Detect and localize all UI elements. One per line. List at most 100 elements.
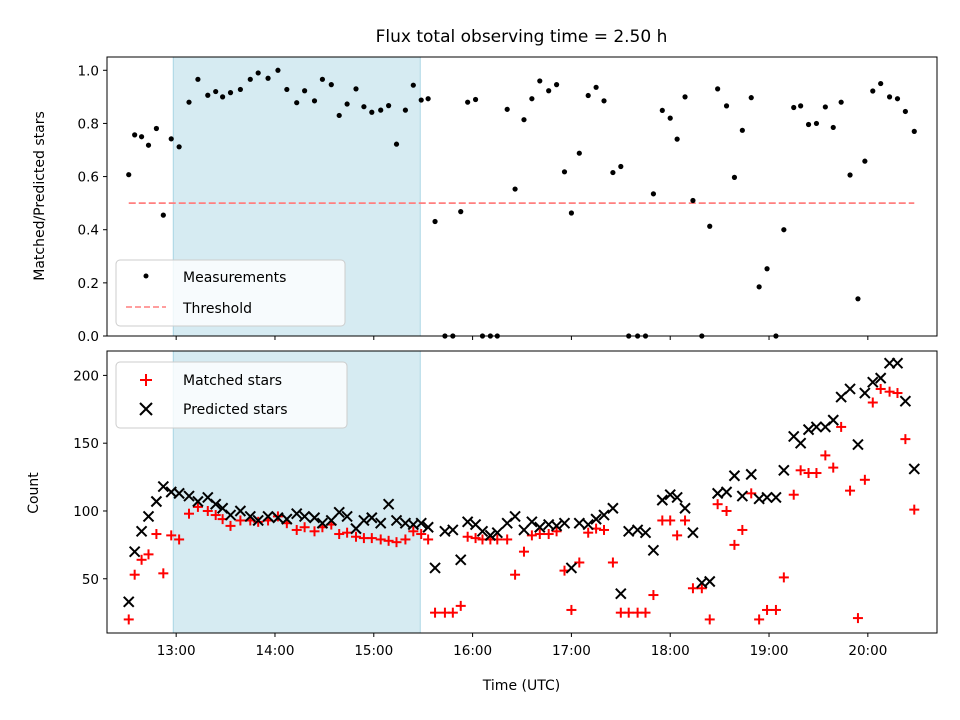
predicted-star-point: [607, 502, 619, 514]
measurement-point: [458, 209, 464, 215]
top-y-tick: 0.6: [78, 170, 107, 186]
predicted-star-point: [262, 510, 274, 523]
bottom-x-tick-label: 18:00: [651, 643, 690, 659]
predicted-star-point: [252, 514, 264, 527]
matched-star-point: [845, 485, 856, 496]
top-y-tick: 0.2: [78, 276, 107, 292]
top-y-tick-label: 0.6: [78, 170, 99, 186]
predicted-star-point: [615, 587, 627, 600]
matched-star-point: [762, 604, 773, 615]
predicted-star-point: [679, 502, 691, 514]
predicted-star-point: [128, 545, 141, 558]
predicted-star-point: [461, 516, 474, 528]
predicted-star-point: [558, 517, 571, 529]
matched-star-point: [192, 501, 203, 512]
bottom-x-tick: 17:00: [552, 633, 591, 659]
predicted-star-point: [720, 486, 733, 498]
predicted-star-point: [209, 498, 222, 510]
bottom-x-ticks: 13:00 14:00 15:00 16:00 17:00 18:00 19:00 20:00: [157, 633, 887, 659]
measurement-point: [813, 120, 820, 127]
predicted-star-point: [447, 524, 459, 536]
predicted-star-point: [429, 562, 441, 574]
matched-star-point: [811, 468, 822, 479]
matched-star-point: [416, 529, 427, 540]
predicted-star-point: [390, 514, 403, 527]
measurement-point: [328, 82, 334, 88]
matched-star-point: [518, 546, 529, 557]
measurement-point: [378, 107, 384, 113]
measurement-point: [353, 86, 359, 92]
predicted-star-point: [794, 437, 807, 449]
predicted-star-point: [778, 464, 790, 477]
predicted-star-point: [728, 470, 741, 482]
bottom-y-tick-label: 150: [73, 436, 99, 452]
predicted-star-point: [565, 562, 578, 574]
predicted-star-point: [582, 518, 594, 531]
measurement-point: [168, 136, 174, 142]
predicted-star-point: [281, 513, 293, 525]
x-axis-label: Time (UTC): [482, 678, 560, 694]
bottom-x-tick: 14:00: [256, 633, 295, 659]
measurement-point: [220, 94, 226, 100]
top-x-ticks: [175, 336, 869, 340]
measurement-point: [284, 86, 290, 93]
measurement-point: [731, 174, 738, 180]
matched-star-point: [299, 522, 310, 533]
measurement-point: [237, 86, 243, 93]
matched-star-point: [836, 421, 847, 432]
measurement-point: [610, 169, 616, 176]
predicted-star-point: [308, 512, 321, 524]
matched-star-point: [534, 529, 545, 540]
predicted-star-point: [173, 487, 185, 500]
predicted-star-point: [526, 516, 538, 528]
predicted-star-point: [272, 512, 284, 524]
measurement-point: [894, 96, 901, 102]
measurement-point: [764, 266, 770, 272]
top-y-tick-label: 0.0: [78, 329, 99, 345]
top-y-tick: 0.8: [78, 116, 107, 132]
measurement-point: [723, 103, 730, 109]
predicted-star-point: [183, 490, 195, 502]
matched-star-point: [383, 535, 394, 546]
predicted-star-point: [382, 498, 395, 510]
predicted-star-point: [802, 423, 815, 436]
matched-star-point: [235, 515, 246, 526]
measurement-point: [838, 99, 844, 105]
bottom-x-tick-label: 17:00: [552, 643, 591, 659]
measurement-point: [402, 107, 409, 113]
predicted-star-point: [827, 414, 839, 426]
predicted-star-point: [867, 376, 879, 388]
measurement-point: [432, 218, 438, 225]
measurement-point: [319, 76, 326, 82]
measurement-point: [294, 100, 300, 106]
measurement-point: [126, 172, 132, 178]
measurement-point: [529, 96, 535, 102]
predicted-star-point: [374, 517, 387, 529]
measurement-point: [756, 284, 762, 290]
matched-star-point: [640, 607, 651, 618]
matched-star-point: [342, 527, 353, 538]
measurement-point: [145, 142, 152, 148]
top-panel: 0.0 0.2 0.4 0.6 0.8 1.0 Matched/Predicted sta…: [32, 56, 938, 345]
measurement-point: [601, 98, 607, 104]
measurement-point: [138, 134, 145, 140]
measurement-point: [618, 163, 624, 170]
bottom-x-tick: 13:00: [157, 633, 196, 659]
matched-star-point: [900, 434, 911, 445]
top-axes-frame: [106, 56, 938, 337]
predicted-star-point: [298, 510, 311, 523]
bottom-y-tick-label: 200: [73, 368, 99, 384]
measurement-point: [715, 86, 721, 92]
matched-star-point: [455, 600, 466, 611]
measurement-point: [521, 117, 527, 123]
bottom-x-tick-label: 20:00: [848, 643, 887, 659]
legend-predicted-label: Predicted stars: [183, 402, 288, 418]
legend-matched-label: Matched stars: [183, 373, 282, 389]
matched-star-point: [852, 613, 863, 624]
bottom-x-tick-label: 13:00: [157, 643, 196, 659]
predicted-star-point: [123, 596, 135, 608]
bottom-x-tick-label: 14:00: [256, 643, 295, 659]
matched-star-point: [875, 383, 886, 394]
matched-star-point: [543, 529, 554, 540]
